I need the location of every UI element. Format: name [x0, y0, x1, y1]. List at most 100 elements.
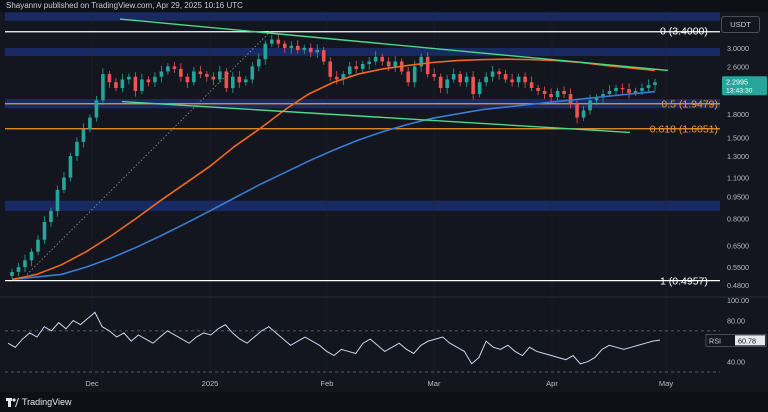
rsi-value-box: [735, 335, 765, 346]
price-tick-label: 0.5500: [727, 263, 749, 272]
candle-body: [16, 267, 21, 272]
candle-body: [94, 100, 99, 118]
time-tick-label: 2025: [202, 379, 219, 388]
candle-body: [276, 39, 281, 44]
publisher-info: Shayannv published on TradingView.com, A…: [6, 1, 243, 10]
candle-body: [146, 79, 151, 83]
candle-body: [653, 82, 657, 86]
candle-body: [140, 79, 144, 91]
candle-body: [88, 117, 92, 130]
fib-level-label: 1 (0.4957): [660, 276, 708, 288]
candle-body: [542, 90, 547, 95]
candle-body: [36, 239, 40, 252]
candle-body: [497, 71, 501, 75]
candle-body: [575, 103, 579, 118]
candle-body: [159, 71, 164, 77]
candles-group: [10, 33, 657, 280]
candle-body: [555, 90, 560, 98]
candle-body: [75, 141, 79, 156]
candle-body: [614, 87, 618, 91]
candle-body: [646, 85, 651, 88]
candle-body: [172, 66, 177, 69]
fib-level-label: 0.618 (1.6051): [650, 124, 718, 136]
candle-body: [549, 94, 553, 98]
candle-body: [529, 82, 534, 88]
support-resistance-zone: [5, 200, 720, 211]
candle-body: [68, 155, 73, 178]
candle-body: [23, 260, 27, 268]
candle-body: [354, 66, 359, 69]
rsi-label: RSI: [709, 336, 721, 345]
candle-body: [503, 74, 508, 80]
price-tick-label: 0.6500: [727, 242, 749, 251]
candle-body: [295, 45, 300, 51]
price-tick-label: 3.0000: [727, 44, 749, 53]
candle-body: [237, 76, 242, 83]
candle-body: [373, 56, 378, 62]
price-tick-label: 1.8000: [727, 110, 749, 119]
candle-body: [81, 129, 86, 142]
price-tick-label: 1.5000: [727, 133, 749, 142]
candle-body: [640, 87, 644, 91]
time-tick-label: May: [659, 379, 673, 388]
price-tick-label: 1.3000: [727, 152, 749, 161]
candle-body: [308, 47, 313, 53]
dotted-trend-line: [21, 29, 273, 280]
rsi-tick-label: 80.00: [727, 317, 745, 326]
candle-body: [627, 89, 631, 93]
candle-body: [62, 177, 66, 190]
candle-body: [101, 74, 105, 101]
candle-body: [380, 56, 385, 62]
candle-body: [464, 76, 469, 83]
footer-brand: TradingView: [22, 397, 72, 407]
candle-body: [484, 76, 488, 83]
candle-body: [224, 71, 229, 88]
rsi-tick-label: 100.00: [727, 296, 749, 305]
candle-body: [179, 68, 183, 77]
candle-body: [127, 76, 131, 80]
footer-bar: TradingView: [0, 392, 768, 412]
candle-body: [166, 66, 170, 72]
candle-body: [477, 82, 482, 95]
ema-orange-line: [11, 58, 656, 281]
candle-body: [425, 56, 430, 75]
candle-body: [607, 90, 612, 95]
candle-body: [302, 47, 307, 51]
candle-body: [341, 74, 346, 80]
candle-body: [120, 79, 125, 88]
candle-body: [633, 90, 638, 93]
candle-body: [263, 43, 268, 60]
candle-body: [581, 110, 586, 118]
candle-body: [386, 61, 391, 67]
candle-body: [601, 94, 605, 98]
candle-body: [114, 82, 118, 88]
candle-body: [10, 271, 14, 276]
candle-body: [568, 94, 573, 104]
candle-body: [620, 87, 625, 90]
candle-body: [490, 71, 495, 77]
candle-body: [458, 74, 462, 83]
candle-body: [231, 76, 235, 88]
candle-body: [360, 63, 365, 69]
time-tick-label: Mar: [428, 379, 441, 388]
currency-button[interactable]: USDT: [721, 16, 760, 33]
tradingview-logo-icon[interactable]: [6, 396, 19, 408]
candle-body: [438, 76, 443, 88]
candle-body: [29, 251, 34, 261]
last-price-badge: [722, 76, 767, 96]
price-tick-label: 0.4800: [727, 281, 749, 290]
upper-trendline: [119, 18, 669, 72]
time-tick-label: Dec: [85, 379, 99, 388]
price-tick-label: 0.8000: [727, 215, 749, 224]
price-tick-label: 2.6000: [727, 62, 749, 71]
candle-body: [198, 71, 203, 75]
rsi-line: [7, 311, 661, 365]
candle-body: [211, 76, 216, 80]
candle-body: [185, 76, 190, 83]
fib-level-label: 0.5 (1.9479): [661, 99, 718, 111]
candle-body: [289, 45, 294, 48]
time-tick-label: Feb: [321, 379, 334, 388]
candle-body: [133, 76, 138, 91]
candle-body: [49, 210, 53, 223]
